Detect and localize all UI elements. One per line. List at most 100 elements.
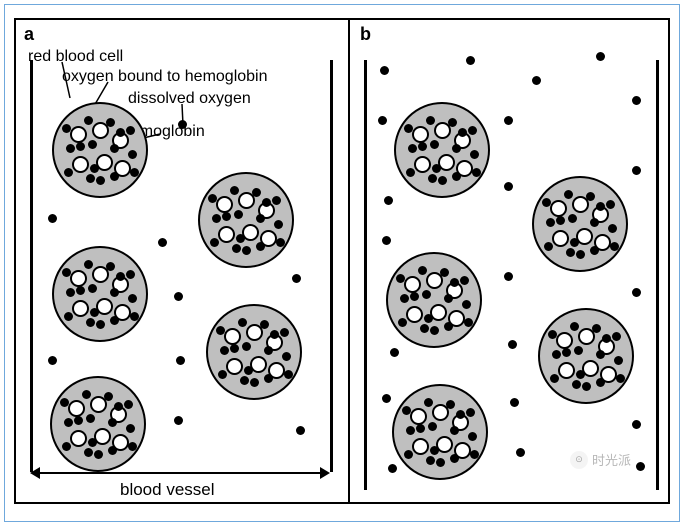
bound-oxygen [232,244,241,253]
bound-oxygen [410,292,419,301]
bound-oxygen [430,446,439,455]
bound-oxygen [82,390,91,399]
bound-oxygen [128,294,137,303]
bound-oxygen [448,118,457,127]
bound-oxygen [66,288,75,297]
dissolved-oxygen [596,52,605,61]
bound-oxygen [576,370,585,379]
hemoglobin [412,438,429,455]
bound-oxygen [108,446,117,455]
bound-oxygen [418,266,427,275]
hemoglobin [552,230,569,247]
dissolved-oxygen [178,120,187,129]
bound-oxygen [212,214,221,223]
dissolved-oxygen [378,116,387,125]
hemoglobin [72,300,89,317]
bound-oxygen [256,214,265,223]
bound-oxygen [452,144,461,153]
bound-oxygen [210,238,219,247]
hemoglobin [70,270,87,287]
bound-oxygen [218,370,227,379]
bound-oxygen [264,346,273,355]
bound-oxygen [106,262,115,271]
dissolved-oxygen [532,76,541,85]
hemoglobin [68,400,85,417]
bound-oxygen [444,322,453,331]
dissolved-oxygen [48,356,57,365]
bound-oxygen [464,318,473,327]
bound-oxygen [428,174,437,183]
bound-oxygen [88,284,97,293]
bound-oxygen [546,218,555,227]
dissolved-oxygen [632,166,641,175]
bound-oxygen [110,288,119,297]
bound-oxygen [450,426,459,435]
bound-oxygen [470,450,479,459]
bound-oxygen [256,242,265,251]
dissolved-oxygen [504,116,513,125]
bound-oxygen [230,186,239,195]
bound-oxygen [424,398,433,407]
dissolved-oxygen [508,340,517,349]
dissolved-oxygen [466,56,475,65]
bound-oxygen [590,218,599,227]
watermark-icon: ⊙ [570,451,588,469]
bound-oxygen [404,450,413,459]
bound-oxygen [432,164,441,173]
bound-oxygen [550,374,559,383]
bound-oxygen [64,418,73,427]
bound-oxygen [614,356,623,365]
bound-oxygen [130,312,139,321]
bound-oxygen [426,456,435,465]
bound-oxygen [424,314,433,323]
bound-oxygen [126,126,135,135]
bound-oxygen [552,350,561,359]
bound-oxygen [590,246,599,255]
bound-oxygen [542,198,551,207]
dissolved-oxygen [380,66,389,75]
bound-oxygen [220,346,229,355]
bound-oxygen [116,272,125,281]
dissolved-oxygen [510,398,519,407]
bound-oxygen [84,116,93,125]
bound-oxygen [422,290,431,299]
watermark-text: 时光派 [592,450,631,469]
bound-oxygen [616,374,625,383]
hemoglobin [414,156,431,173]
bound-oxygen [402,406,411,415]
hemoglobin [70,430,87,447]
bound-oxygen [124,400,133,409]
bound-oxygen [90,164,99,173]
bound-oxygen [284,370,293,379]
bound-oxygen [592,324,601,333]
dissolved-oxygen [390,348,399,357]
bound-oxygen [216,326,225,335]
bound-oxygen [430,140,439,149]
bound-oxygen [270,330,279,339]
bound-oxygen [86,414,95,423]
bound-oxygen [456,410,465,419]
bound-oxygen [570,238,579,247]
hemoglobin [216,196,233,213]
bound-oxygen [110,172,119,181]
hemoglobin [70,126,87,143]
hemoglobin [558,362,575,379]
hemoglobin [72,156,89,173]
bound-oxygen [244,366,253,375]
bound-oxygen [96,176,105,185]
bound-oxygen [208,194,217,203]
bound-oxygen [446,400,455,409]
bound-oxygen [86,174,95,183]
bound-oxygen [468,432,477,441]
bound-oxygen [556,216,565,225]
bound-oxygen [400,294,409,303]
bound-oxygen [450,454,459,463]
bound-oxygen [544,242,553,251]
bound-oxygen [260,320,269,329]
bound-oxygen [282,352,291,361]
bound-oxygen [222,212,231,221]
hemoglobin [218,226,235,243]
bound-oxygen [426,116,435,125]
bound-oxygen [576,250,585,259]
bound-oxygen [450,278,459,287]
